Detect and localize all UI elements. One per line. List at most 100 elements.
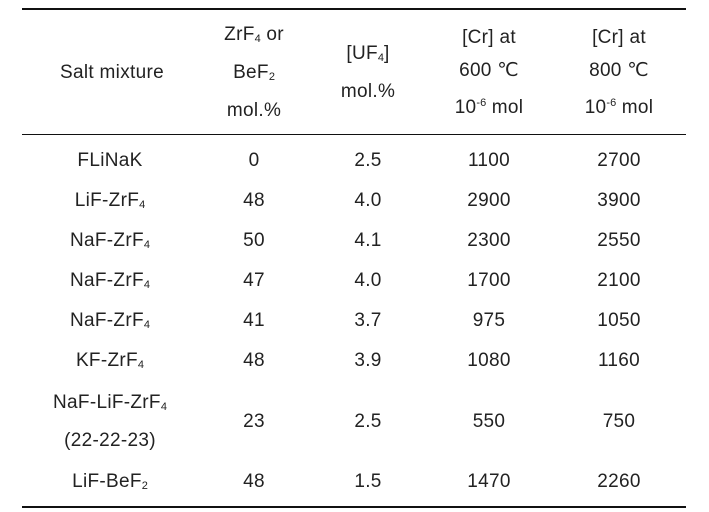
cell-zrf4-or-bef2: 41 <box>243 310 265 331</box>
text-line: NaF-ZrF4 <box>22 230 198 252</box>
cell-cr-600: 1470 <box>467 471 511 492</box>
superscript: -6 <box>476 96 487 109</box>
text-line: NaF-ZrF4 <box>22 270 198 292</box>
subscript: 4 <box>160 401 167 413</box>
text-line: BeF2 <box>198 56 310 94</box>
cell-uf4: 3.7 <box>354 310 382 331</box>
salt-chromium-table: Salt mixture ZrF4 or BeF2 mol.% [UF4] mol.%… <box>22 8 686 508</box>
cell-uf4: 1.5 <box>354 471 382 492</box>
text-segment: KF-ZrF <box>75 350 138 371</box>
text-segment: 600 ℃ <box>459 59 519 81</box>
text-line: mol.% <box>198 94 310 127</box>
cell-salt-mixture: NaF-ZrF4 <box>22 221 198 261</box>
text-segment: [Cr] at <box>462 26 516 48</box>
table-row: LiF-BeF2 48 1.5 1470 2260 <box>22 462 686 507</box>
header-row: Salt mixture ZrF4 or BeF2 mol.% [UF4] mol.%… <box>22 9 686 135</box>
text-line: Salt mixture <box>26 56 198 89</box>
text-segment: mol.% <box>340 80 396 102</box>
text-line: [Cr] at <box>426 21 552 54</box>
text-line: ZrF4 or <box>198 18 310 56</box>
cell-salt-mixture: LiF-BeF2 <box>22 462 198 507</box>
text-segment: NaF-ZrF <box>70 230 144 251</box>
text-line: 10-6 mol <box>552 87 686 124</box>
text-segment: or <box>260 23 284 45</box>
text-segment: ] <box>384 42 390 64</box>
cell-cr-600: 1080 <box>467 350 511 371</box>
table-header: Salt mixture ZrF4 or BeF2 mol.% [UF4] mol.%… <box>22 9 686 135</box>
cell-uf4: 4.0 <box>354 270 382 291</box>
text-segment: Salt mixture <box>60 61 164 83</box>
text-segment: NaF-LiF-ZrF <box>53 392 161 413</box>
cell-zrf4-or-bef2: 47 <box>243 270 265 291</box>
subscript: 4 <box>143 319 150 331</box>
text-line: [UF4] <box>310 37 426 75</box>
table-row: KF-ZrF4 48 3.9 1080 1160 <box>22 341 686 381</box>
text-line: KF-ZrF4 <box>22 350 198 372</box>
text-segment: mol <box>616 96 654 118</box>
table-row: NaF-ZrF4 50 4.1 2300 2550 <box>22 221 686 261</box>
cell-zrf4-or-bef2: 0 <box>248 150 260 171</box>
cell-cr-800: 1050 <box>597 310 641 331</box>
superscript: -6 <box>606 96 617 109</box>
text-segment: NaF-ZrF <box>70 270 144 291</box>
cell-cr-800: 2100 <box>597 270 641 291</box>
cell-zrf4-or-bef2: 23 <box>243 411 265 432</box>
text-segment: 10 <box>584 96 607 118</box>
cell-cr-800: 2550 <box>597 230 641 251</box>
table-row: FLiNaK 0 2.5 1100 2700 <box>22 135 686 182</box>
cell-uf4: 2.5 <box>354 150 382 171</box>
subscript: 4 <box>143 279 150 291</box>
cell-cr-600: 975 <box>472 310 506 331</box>
cell-salt-mixture: LiF-ZrF4 <box>22 181 198 221</box>
cell-cr-800: 3900 <box>597 190 641 211</box>
cell-salt-mixture: NaF-ZrF4 <box>22 301 198 341</box>
text-segment: [Cr] at <box>592 26 646 48</box>
subscript: 4 <box>143 239 150 251</box>
text-line: (22-22-23) <box>22 424 198 457</box>
text-segment: FLiNaK <box>77 150 143 171</box>
text-line: FLiNaK <box>22 150 198 172</box>
text-line: [Cr] at <box>552 21 686 54</box>
cell-cr-600: 2900 <box>467 190 511 211</box>
salt-chromium-table-container: Salt mixture ZrF4 or BeF2 mol.% [UF4] mol.%… <box>22 8 686 508</box>
cell-cr-800: 1160 <box>597 350 641 371</box>
cell-salt-mixture: NaF-ZrF4 <box>22 261 198 301</box>
cell-uf4: 4.1 <box>354 230 382 251</box>
text-line: LiF-BeF2 <box>22 471 198 493</box>
subscript: 2 <box>141 480 148 492</box>
text-segment: [UF <box>346 42 378 64</box>
table-row: NaF-LiF-ZrF4 (22-22-23) 23 2.5 550 750 <box>22 381 686 462</box>
subscript: 2 <box>268 70 275 83</box>
subscript: 4 <box>377 51 385 64</box>
text-line: 10-6 mol <box>426 87 552 124</box>
cell-zrf4-or-bef2: 48 <box>243 190 265 211</box>
cell-cr-600: 1100 <box>467 150 511 171</box>
text-line: NaF-LiF-ZrF4 <box>22 386 198 424</box>
header-cr-600: [Cr] at 600 ℃ 10-6 mol <box>426 9 552 135</box>
text-line: 600 ℃ <box>426 54 552 87</box>
cell-cr-600: 1700 <box>467 270 511 291</box>
text-segment: LiF-BeF <box>72 471 142 492</box>
header-salt-mixture: Salt mixture <box>22 9 198 135</box>
cell-salt-mixture: KF-ZrF4 <box>22 341 198 381</box>
cell-cr-600: 2300 <box>467 230 511 251</box>
cell-salt-mixture: NaF-LiF-ZrF4 (22-22-23) <box>22 381 198 462</box>
text-segment: BeF <box>233 61 269 83</box>
text-line: LiF-ZrF4 <box>22 190 198 212</box>
cell-cr-800: 2700 <box>597 150 641 171</box>
text-line: mol.% <box>310 75 426 108</box>
text-segment: 800 ℃ <box>589 59 649 81</box>
subscript: 4 <box>139 199 146 211</box>
text-segment: mol.% <box>226 99 282 121</box>
text-segment: (22-22-23) <box>64 430 156 451</box>
cell-cr-600: 550 <box>472 411 506 432</box>
cell-zrf4-or-bef2: 50 <box>243 230 265 251</box>
table-row: NaF-ZrF4 47 4.0 1700 2100 <box>22 261 686 301</box>
text-segment: mol <box>486 96 524 118</box>
cell-cr-800: 750 <box>602 411 636 432</box>
cell-zrf4-or-bef2: 48 <box>243 471 265 492</box>
table-row: LiF-ZrF4 48 4.0 2900 3900 <box>22 181 686 221</box>
subscript: 4 <box>254 32 261 45</box>
text-segment: LiF-ZrF <box>74 190 140 211</box>
text-line: NaF-ZrF4 <box>22 310 198 332</box>
